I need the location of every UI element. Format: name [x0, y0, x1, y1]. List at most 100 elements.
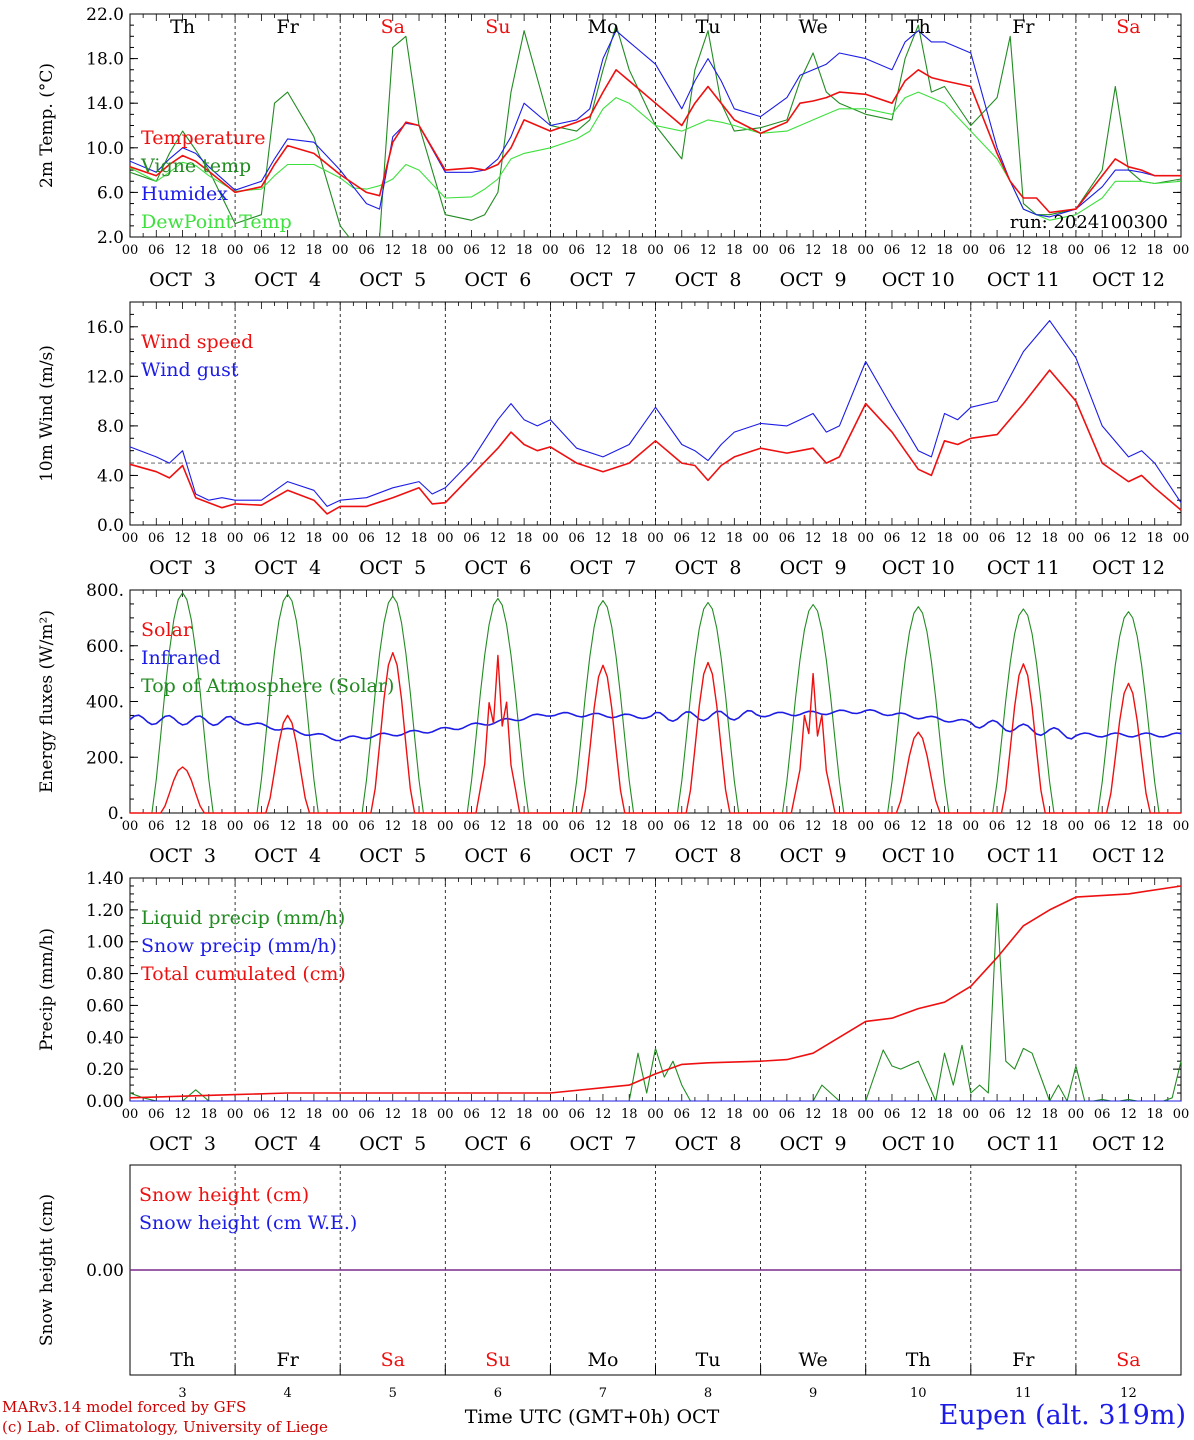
hour-label: 06	[884, 243, 901, 258]
hour-label: 12	[805, 243, 822, 258]
hour-label: 06	[779, 1107, 796, 1122]
date-label: OCT 5	[359, 269, 426, 291]
date-label: OCT 7	[569, 845, 636, 867]
hour-label: 12	[910, 531, 927, 546]
hour-label: 18	[1041, 1107, 1058, 1122]
hour-label: 06	[989, 1107, 1006, 1122]
hour-label: 12	[1015, 531, 1032, 546]
hour-label: 00	[857, 819, 874, 834]
hour-label: 00	[647, 243, 664, 258]
hour-label: 18	[201, 1107, 218, 1122]
date-label: OCT 4	[254, 845, 321, 867]
y-tick-label: 200.	[86, 748, 124, 768]
hour-label: 12	[595, 819, 612, 834]
day-name: Th	[170, 1349, 195, 1371]
date-label: OCT 7	[569, 557, 636, 579]
hour-label: 00	[647, 531, 664, 546]
hour-label: 06	[463, 1107, 480, 1122]
hour-label: 00	[857, 243, 874, 258]
y-tick-label: 0.40	[86, 1028, 124, 1048]
hour-label: 06	[253, 1107, 270, 1122]
hour-label: 18	[936, 819, 953, 834]
hour-label: 12	[384, 819, 401, 834]
hour-label: 00	[227, 1107, 244, 1122]
y-tick-label: 2.0	[97, 228, 124, 248]
y-tick-label: 22.0	[86, 5, 124, 25]
hour-label: 00	[332, 1107, 349, 1122]
hour-label: 18	[831, 531, 848, 546]
hour-label: 06	[358, 1107, 375, 1122]
hour-label: 12	[700, 1107, 717, 1122]
hour-label: 00	[752, 243, 769, 258]
date-label: OCT 6	[464, 269, 531, 291]
hour-label: 00	[122, 819, 139, 834]
day-number: 10	[910, 1386, 927, 1401]
day-name: Tu	[696, 16, 721, 38]
hour-label: 06	[779, 531, 796, 546]
hour-label: 06	[358, 819, 375, 834]
day-number: 5	[389, 1386, 397, 1401]
hour-label: 12	[279, 819, 296, 834]
date-label: OCT 9	[780, 269, 847, 291]
hour-label: 00	[332, 819, 349, 834]
hour-label: 06	[358, 243, 375, 258]
hour-label: 18	[516, 1107, 533, 1122]
y-tick-label: 6.0	[97, 183, 124, 203]
hour-label: 18	[726, 819, 743, 834]
hour-label: 12	[910, 1107, 927, 1122]
legend-top-of-atmosphere-solar: Top of Atmosphere (Solar)	[141, 675, 394, 697]
hour-label: 00	[647, 1107, 664, 1122]
hour-label: 06	[463, 531, 480, 546]
series-top-of-atmosphere-solar	[130, 592, 1181, 814]
hour-label: 06	[568, 531, 585, 546]
day-name: We	[799, 1349, 828, 1371]
hour-label: 00	[1173, 1107, 1190, 1122]
hour-label: 06	[884, 1107, 901, 1122]
hour-label: 00	[647, 819, 664, 834]
y-tick-label: 18.0	[86, 50, 124, 70]
hour-label: 06	[989, 243, 1006, 258]
day-name: Mo	[587, 1349, 618, 1371]
hour-label: 12	[805, 531, 822, 546]
hour-label: 18	[1041, 243, 1058, 258]
hour-label: 18	[306, 243, 323, 258]
hour-label: 18	[726, 1107, 743, 1122]
hour-label: 12	[1120, 531, 1137, 546]
hour-label: 00	[437, 1107, 454, 1122]
hour-label: 06	[463, 243, 480, 258]
date-label: OCT 10	[882, 1133, 955, 1155]
hour-label: 06	[568, 1107, 585, 1122]
hour-label: 06	[674, 531, 691, 546]
day-name: Fr	[1012, 1349, 1035, 1371]
hour-label: 12	[1120, 243, 1137, 258]
date-label: OCT 8	[675, 269, 742, 291]
date-label: OCT 3	[149, 269, 216, 291]
hour-label: 06	[1094, 243, 1111, 258]
y-tick-label: 0.80	[86, 965, 124, 985]
hour-label: 00	[227, 531, 244, 546]
y-tick-label: 12.0	[86, 367, 124, 387]
station-name: Eupen (alt. 319m)	[938, 1400, 1186, 1431]
y-tick-label: 1.00	[86, 933, 124, 953]
hour-label: 12	[174, 531, 191, 546]
hour-label: 18	[201, 531, 218, 546]
legend-solar: Solar	[141, 619, 193, 641]
hour-label: 00	[1068, 243, 1085, 258]
hour-label: 18	[1146, 243, 1163, 258]
day-number: 3	[178, 1386, 186, 1401]
hour-label: 00	[1173, 819, 1190, 834]
date-label: OCT 11	[987, 1133, 1060, 1155]
y-tick-label: 1.40	[86, 869, 124, 889]
hour-label: 00	[542, 531, 559, 546]
run-annotation: run: 2024100300	[1010, 212, 1168, 233]
y-tick-label: 0.00	[86, 1261, 124, 1281]
hour-label: 06	[253, 243, 270, 258]
day-name: Su	[485, 1349, 510, 1371]
hour-label: 12	[700, 243, 717, 258]
legend-humidex: Humidex	[141, 183, 228, 205]
hour-label: 00	[542, 819, 559, 834]
day-number: 8	[704, 1386, 712, 1401]
legend-wind-speed: Wind speed	[141, 331, 253, 353]
y-tick-label: 16.0	[86, 318, 124, 338]
hour-label: 12	[910, 243, 927, 258]
